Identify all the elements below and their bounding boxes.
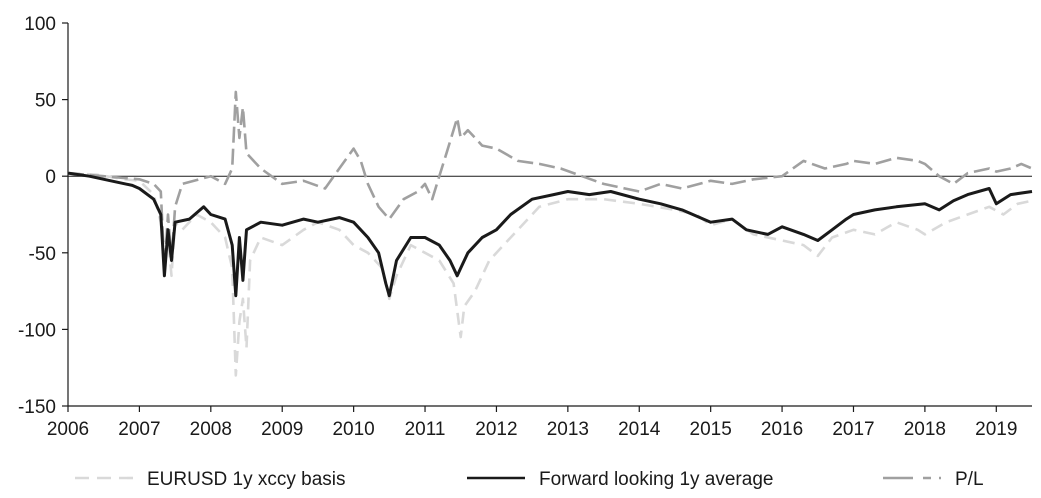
x-tick-label: 2013	[547, 419, 589, 440]
legend-label: EURUSD 1y xccy basis	[147, 469, 346, 490]
legend-label: P/L	[955, 469, 984, 490]
x-tick-label: 2019	[975, 419, 1017, 440]
x-tick-label: 2015	[690, 419, 732, 440]
x-axis: 2006 2007 2008 2009 2010 2011 2012 2013 2014 2015…	[47, 405, 1032, 440]
x-tick-label: 2014	[618, 419, 661, 440]
x-tick-label: 2011	[405, 419, 446, 440]
x-tick-label: 2012	[475, 419, 517, 440]
series-line-forward-looking-1y-average	[67, 171, 1033, 298]
x-tick-label: 2009	[261, 419, 303, 440]
y-tick-label: 100	[24, 14, 56, 35]
y-axis: 100 50 0 -50 -100 -150	[18, 14, 69, 418]
y-tick-label: -150	[18, 397, 56, 418]
x-tick-label: 2006	[47, 419, 89, 440]
legend: EURUSD 1y xccy basis Forward looking 1y a…	[75, 469, 984, 490]
x-tick-label: 2010	[332, 419, 374, 440]
x-tick-label: 2018	[904, 419, 946, 440]
series-line-eurusd-1y-xccy-basis	[67, 171, 1033, 377]
x-tick-label: 2008	[190, 419, 232, 440]
series-line-p-l	[67, 90, 1033, 270]
y-tick-label: -50	[29, 244, 56, 265]
y-tick-label: 0	[45, 167, 56, 188]
x-tick-label: 2017	[832, 419, 874, 440]
x-tick-label: 2016	[761, 419, 803, 440]
series-lines	[67, 90, 1033, 377]
y-tick-label: 50	[35, 91, 56, 112]
legend-label: Forward looking 1y average	[539, 469, 773, 490]
x-tick-label: 2007	[118, 419, 160, 440]
y-tick-label: -100	[18, 320, 56, 341]
